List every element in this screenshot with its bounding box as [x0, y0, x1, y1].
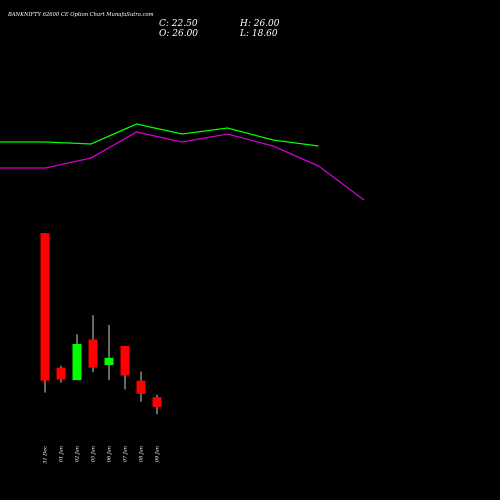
x-axis-ticks: 31 Dec 01 Jan 02 Jan 05 Jan 06 Jan 07 Jan 08 J… [43, 446, 161, 464]
candle-body [152, 397, 162, 408]
candle [88, 315, 98, 373]
x-tick-label: 06 Jan [107, 446, 113, 462]
indicator-line-2 [0, 131, 365, 201]
high-value: H: 26.00 [239, 19, 280, 29]
x-tick-label: 02 Jan [75, 446, 81, 462]
close-value: C: 22.50 [159, 19, 198, 29]
candle [152, 394, 162, 415]
open-value: O: 26.00 [159, 29, 198, 39]
candles [40, 233, 162, 415]
candle-body [88, 339, 98, 368]
indicator-lines [0, 123, 365, 201]
candle [104, 325, 114, 381]
candle-body [120, 346, 130, 376]
candle-body [56, 367, 66, 380]
candle [136, 371, 146, 402]
x-tick-label: 01 Jan [59, 446, 65, 462]
x-tick-label: 31 Dec [43, 446, 49, 464]
candle [56, 365, 66, 383]
candle-body [72, 344, 82, 381]
x-tick-label: 09 Jan [155, 446, 161, 462]
x-tick-label: 07 Jan [123, 446, 129, 462]
candle-body [40, 233, 50, 381]
candle-body [104, 357, 114, 366]
candle [120, 346, 130, 390]
candle [40, 233, 50, 393]
candle [72, 334, 82, 381]
low-value: L: 18.60 [239, 29, 278, 39]
indicator-line-1 [0, 123, 319, 147]
x-tick-label: 05 Jan [91, 446, 97, 462]
chart-title: BANKNIFTY 62600 CE Option Chart MunafaSu… [7, 12, 154, 18]
x-tick-label: 08 Jan [139, 446, 145, 462]
candle-body [136, 380, 146, 394]
